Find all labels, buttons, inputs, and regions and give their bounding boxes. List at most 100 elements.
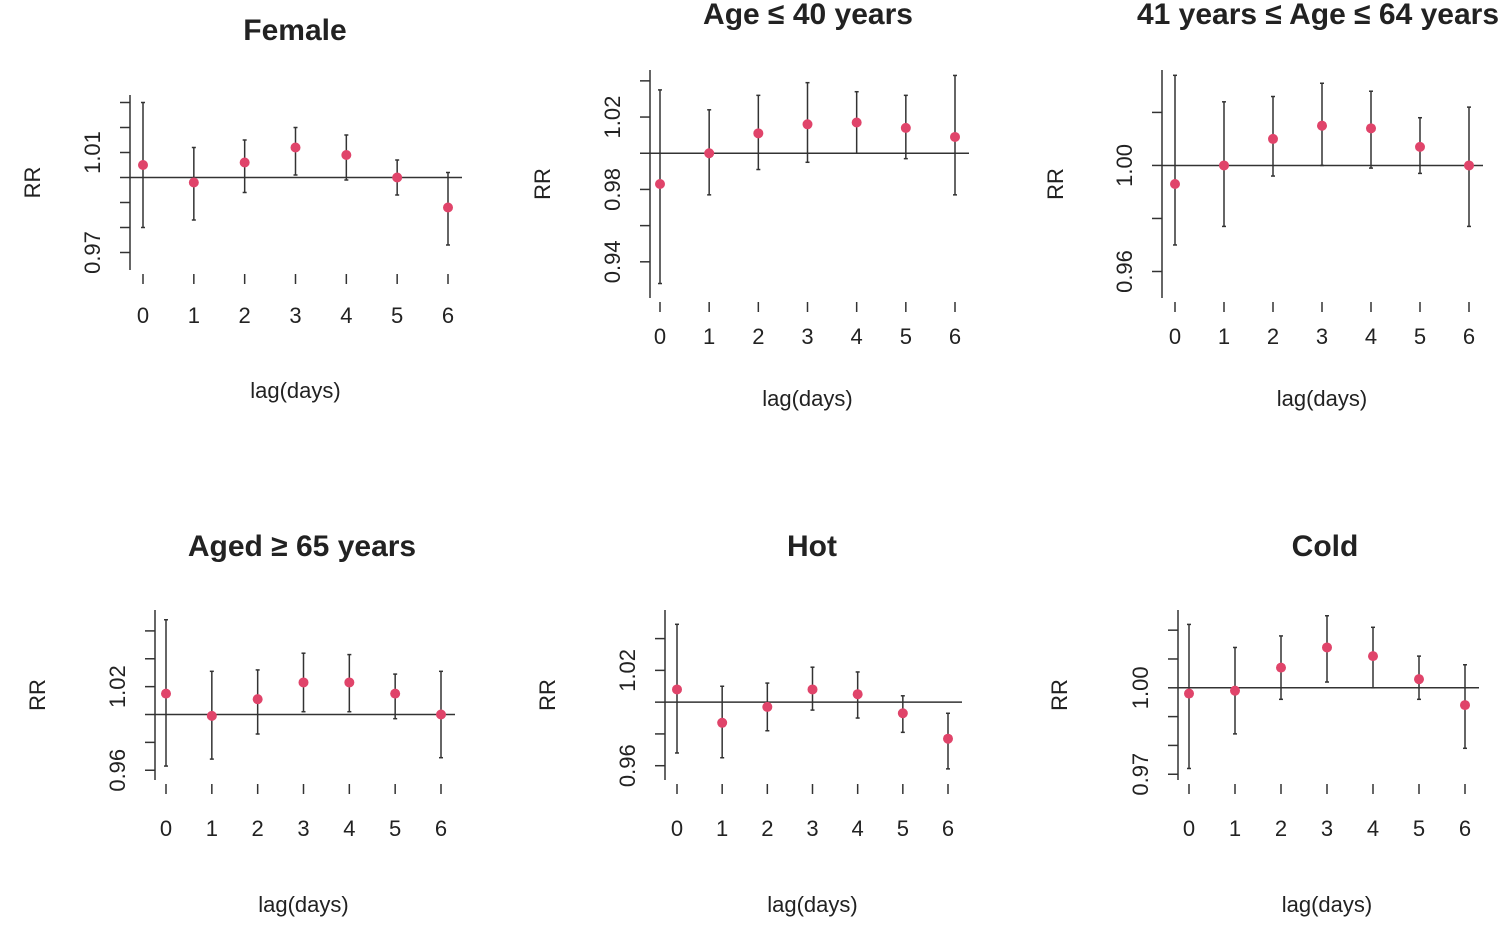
x-axis: 0 1 2 3 4 5 6 (671, 784, 954, 841)
data-point (943, 733, 953, 744)
data-point (1322, 642, 1332, 653)
panel-title: Female (243, 14, 346, 47)
x-tick-label: 5 (391, 303, 403, 328)
x-tick-label: 2 (239, 303, 251, 328)
panel-6: Cold 0.97 1.00 RR 0 1 2 3 4 5 6 lag(days) (1047, 530, 1479, 917)
x-tick-label: 5 (900, 324, 912, 349)
panel-2: Age ≤ 40 years 0.94 0.98 1.02 RR 0 1 2 3 4 5 6 lag(d… (530, 0, 969, 411)
data-point (655, 179, 665, 189)
x-axis: 0 1 2 3 4 5 6 (160, 784, 447, 841)
y-axis: 0.96 1.02 (105, 610, 156, 792)
x-tick-label: 6 (1463, 324, 1475, 349)
data-point (1219, 160, 1229, 171)
panel-title: Aged ≥ 65 years (188, 530, 416, 563)
x-tick-label: 3 (801, 324, 813, 349)
data-point (1230, 685, 1240, 696)
x-tick-label: 3 (289, 303, 301, 328)
x-axis-label: lag(days) (1282, 892, 1372, 917)
y-tick-label: 0.96 (615, 744, 640, 787)
y-tick-label: 1.00 (1128, 666, 1153, 709)
x-tick-label: 0 (654, 324, 666, 349)
data-point (852, 689, 863, 700)
y-axis-label: RR (1047, 679, 1072, 711)
data-point (344, 677, 355, 688)
y-axis: 0.96 1.00 (1112, 70, 1163, 298)
y-tick-label: 0.96 (105, 749, 130, 792)
x-axis: 0 1 2 3 4 5 6 (137, 274, 454, 328)
y-tick-label: 1.02 (105, 665, 130, 708)
x-tick-label: 1 (206, 816, 218, 841)
data-point (950, 131, 960, 142)
data-point (897, 708, 908, 719)
y-tick-label: 0.96 (1112, 250, 1137, 293)
x-tick-label: 0 (1183, 816, 1195, 841)
y-tick-label: 1.02 (600, 96, 625, 139)
x-axis-label: lag(days) (258, 892, 348, 917)
x-tick-label: 5 (389, 816, 401, 841)
data-point (436, 709, 446, 720)
y-axis-label: RR (530, 168, 555, 200)
data-point (341, 150, 352, 160)
data-point (390, 688, 401, 699)
x-tick-label: 4 (851, 324, 863, 349)
x-tick-label: 0 (160, 816, 172, 841)
x-axis: 0 1 2 3 4 5 6 (654, 302, 961, 349)
y-axis: 0.97 1.01 (80, 95, 131, 274)
x-axis-label: lag(days) (762, 386, 852, 411)
y-axis-label: RR (1043, 168, 1068, 200)
y-tick-label: 0.98 (600, 168, 625, 211)
x-tick-label: 2 (252, 816, 264, 841)
x-tick-label: 2 (761, 816, 773, 841)
y-tick-label: 1.02 (615, 649, 640, 692)
y-tick-label: 1.00 (1112, 144, 1137, 187)
data-point (802, 119, 813, 130)
y-tick-label: 0.94 (600, 240, 625, 283)
x-axis-label: lag(days) (1277, 386, 1367, 411)
data-point (1460, 700, 1470, 711)
x-tick-label: 0 (137, 303, 149, 328)
panel-3: 41 years ≤ Age ≤ 64 years 0.96 1.00 RR 0 1 2 3 4… (1043, 0, 1499, 411)
x-tick-label: 4 (1365, 324, 1377, 349)
y-axis-label: RR (535, 679, 560, 711)
x-tick-label: 6 (949, 324, 961, 349)
data-point (753, 128, 764, 139)
data-point (1170, 179, 1180, 189)
x-tick-label: 1 (1218, 324, 1230, 349)
data-point (298, 677, 309, 688)
data-point (1414, 674, 1424, 685)
panel-4: Aged ≥ 65 years 0.96 1.02 RR 0 1 2 3 4 5 6 lag(days… (25, 530, 455, 917)
x-tick-label: 6 (435, 816, 447, 841)
x-tick-label: 6 (442, 303, 454, 328)
data-point (717, 717, 728, 728)
data-point (807, 684, 818, 695)
x-tick-label: 2 (752, 324, 764, 349)
y-tick-label: 0.97 (1128, 753, 1153, 796)
y-tick-label: 1.01 (80, 131, 105, 174)
x-axis-label: lag(days) (250, 378, 340, 403)
data-point (1464, 160, 1474, 171)
data-point (188, 177, 199, 188)
y-axis: 0.97 1.00 (1128, 610, 1179, 796)
data-point (138, 160, 148, 170)
x-tick-label: 4 (1367, 816, 1379, 841)
x-axis: 0 1 2 3 4 5 6 (1183, 784, 1471, 841)
panel-title: Age ≤ 40 years (703, 0, 913, 31)
data-point (704, 148, 715, 159)
x-tick-label: 1 (188, 303, 200, 328)
x-tick-label: 0 (1169, 324, 1181, 349)
x-tick-label: 3 (1316, 324, 1328, 349)
x-tick-label: 3 (297, 816, 309, 841)
x-axis-label: lag(days) (767, 892, 857, 917)
data-point (239, 157, 250, 168)
y-axis-label: RR (20, 167, 45, 199)
y-axis: 0.96 1.02 (615, 610, 666, 787)
panel-1: Female 0.97 1.01 RR 0 1 2 3 4 5 6 lag(days) (20, 14, 462, 403)
data-point (290, 142, 301, 153)
panel-title: Cold (1292, 530, 1359, 563)
x-tick-label: 2 (1267, 324, 1279, 349)
x-tick-label: 3 (806, 816, 818, 841)
data-point (1276, 662, 1286, 673)
panel-5: Hot 0.96 1.02 RR 0 1 2 3 4 5 6 lag(days) (535, 530, 962, 917)
x-tick-label: 4 (852, 816, 864, 841)
